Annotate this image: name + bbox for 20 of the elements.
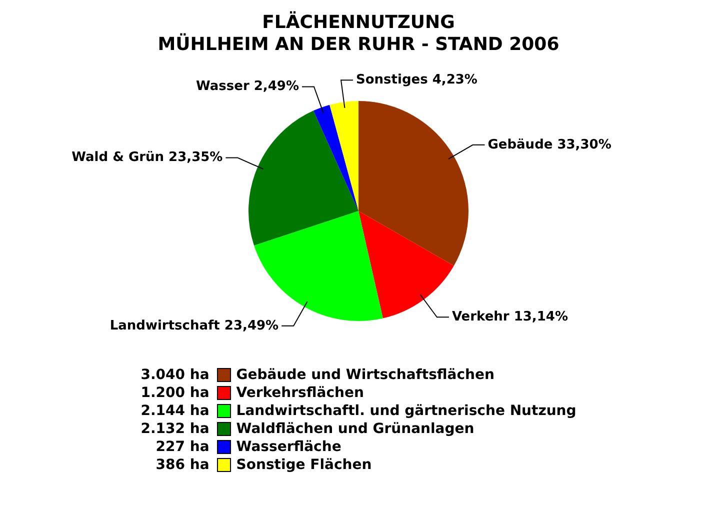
data-label: Wasser 2,49% <box>196 79 299 94</box>
data-label: Verkehr 13,14% <box>452 310 568 325</box>
legend-label: Wasserfläche <box>236 439 342 455</box>
legend-label: Gebäude und Wirtschaftsflächen <box>236 367 494 383</box>
text: 2.144 ha <box>140 402 210 420</box>
legend-label: Landwirtschaftl. und gärtnerische Nutzung <box>236 403 576 419</box>
text: 1.200 ha <box>140 384 210 402</box>
chart-title: FLÄCHENNUTZUNG <box>261 12 456 33</box>
text: 3.040 ha <box>140 366 210 384</box>
data-label: Landwirtschaft 23,49% <box>110 318 279 334</box>
data-label: Wald & Grün 23,35% <box>72 150 223 166</box>
chart-subtitle: MÜHLHEIM AN DER RUHR - STAND 2006 <box>156 34 560 56</box>
data-label: Sonstiges 4,23% <box>356 72 478 88</box>
legend-label: Verkehrsflächen <box>236 385 364 401</box>
text: 227 ha <box>154 438 210 456</box>
legend-label: Sonstige Flächen <box>236 457 372 473</box>
text: 386 ha <box>154 456 210 474</box>
data-label: Gebäude 33,30% <box>488 137 612 152</box>
text: 2.132 ha <box>140 420 210 438</box>
legend-label: Waldflächen und Grünanlagen <box>236 421 474 437</box>
